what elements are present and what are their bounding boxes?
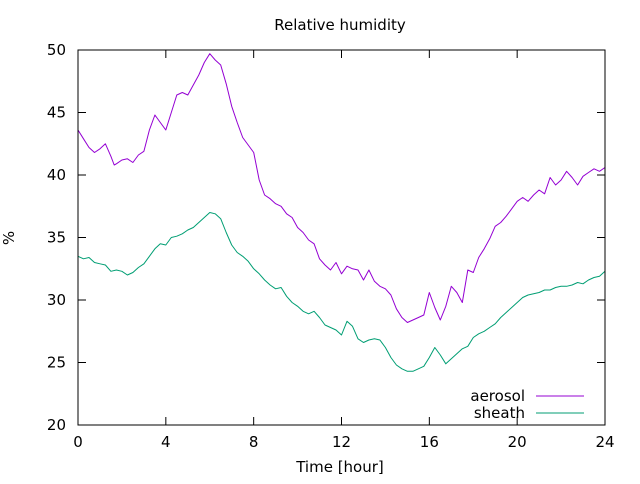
y-tick-label: 20 <box>47 416 66 434</box>
plot-frame <box>77 49 606 426</box>
plot-series <box>77 53 606 372</box>
y-tick-label: 45 <box>47 104 66 122</box>
x-tick-label: 4 <box>161 433 171 451</box>
legend-label-aerosol: aerosol <box>470 387 525 405</box>
chart-title: Relative humidity <box>274 16 406 34</box>
x-axis-label: Time [hour] <box>295 458 384 476</box>
y-tick-label: 50 <box>47 41 66 59</box>
y-tick-label: 25 <box>47 354 66 372</box>
x-tick-label: 12 <box>332 433 351 451</box>
x-tick-label: 0 <box>73 433 83 451</box>
y-tick-label: 35 <box>47 229 66 247</box>
series-line-sheath <box>77 212 606 372</box>
y-axis-label: % <box>0 231 18 245</box>
series-line-aerosol <box>77 53 606 323</box>
y-tick-label: 40 <box>47 166 66 184</box>
x-tick-label: 24 <box>595 433 614 451</box>
x-tick-label: 8 <box>249 433 259 451</box>
legend-label-sheath: sheath <box>474 404 525 422</box>
y-tick-label: 30 <box>47 291 66 309</box>
x-tick-label: 20 <box>508 433 527 451</box>
x-tick-label: 16 <box>420 433 439 451</box>
